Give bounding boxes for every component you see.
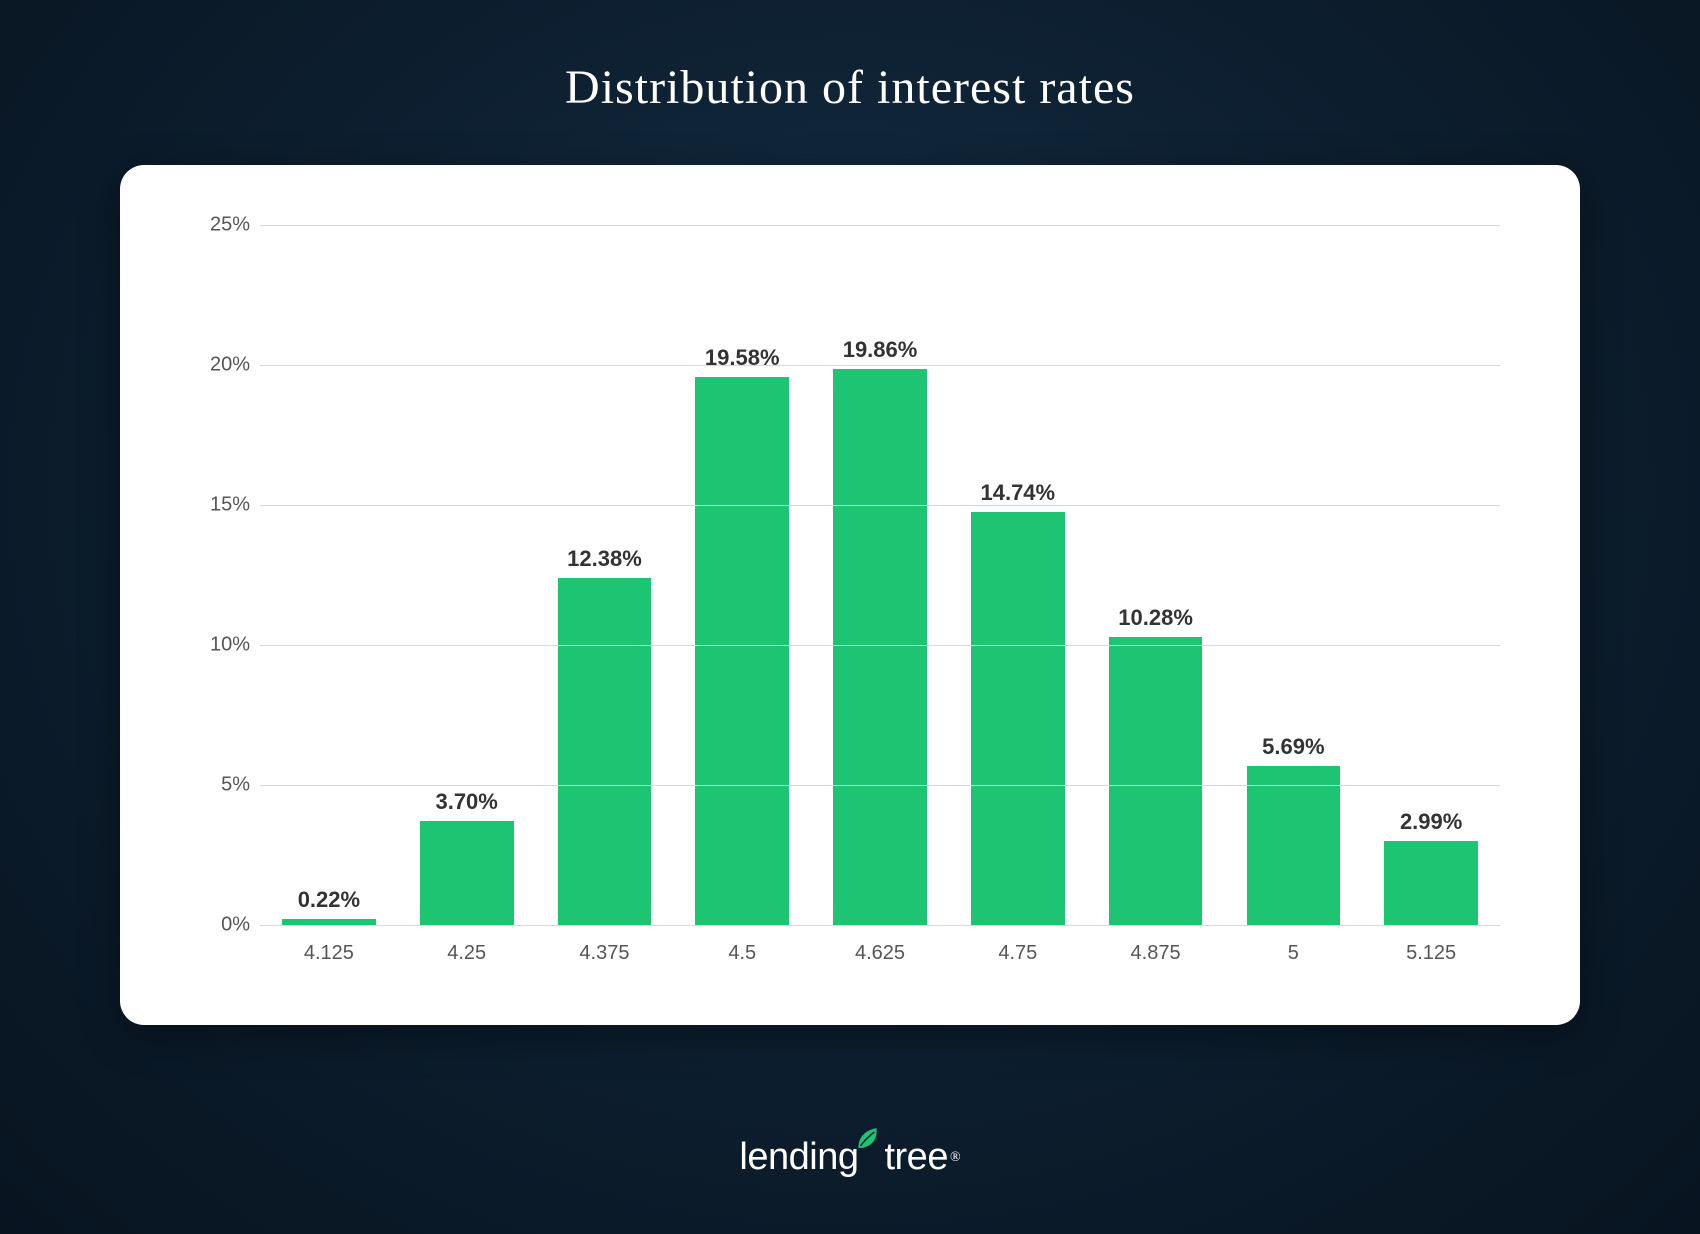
y-tick-label: 10%: [190, 634, 250, 657]
bar-wrap: 12.38%: [536, 225, 674, 925]
gridline: [260, 925, 1500, 926]
x-axis-labels: 4.1254.254.3754.54.6254.754.87555.125: [260, 942, 1500, 965]
bar-wrap: 10.28%: [1087, 225, 1225, 925]
bar: [558, 578, 652, 925]
x-tick-label: 4.125: [260, 942, 398, 965]
bars-container: 0.22% 3.70% 12.38% 19.58% 19.86% 14.74% 10.28%…: [260, 225, 1500, 925]
bar-wrap: 2.99%: [1362, 225, 1500, 925]
y-tick-label: 25%: [190, 214, 250, 237]
x-tick-label: 4.625: [811, 942, 949, 965]
logo-text-before: lending: [739, 1136, 858, 1179]
bar: [833, 369, 927, 925]
bar-value-label: 0.22%: [298, 887, 360, 913]
bar: [1109, 637, 1203, 925]
y-tick-label: 20%: [190, 354, 250, 377]
registered-mark: ®: [950, 1150, 961, 1166]
bar-value-label: 14.74%: [980, 480, 1055, 506]
x-tick-label: 4.5: [673, 942, 811, 965]
bar-value-label: 19.86%: [843, 337, 918, 363]
bar: [971, 512, 1065, 925]
x-tick-label: 4.25: [398, 942, 536, 965]
bar-value-label: 3.70%: [435, 789, 497, 815]
gridline: [260, 225, 1500, 226]
gridline: [260, 645, 1500, 646]
bar-wrap: 14.74%: [949, 225, 1087, 925]
gridline: [260, 505, 1500, 506]
x-tick-label: 5: [1224, 942, 1362, 965]
plot-region: 0.22% 3.70% 12.38% 19.58% 19.86% 14.74% 10.28%…: [260, 225, 1500, 925]
bar-value-label: 19.58%: [705, 345, 780, 371]
logo-text-after: tree: [884, 1136, 947, 1179]
bar: [695, 377, 789, 925]
bar: [420, 821, 514, 925]
bar: [1247, 766, 1341, 925]
bar-wrap: 3.70%: [398, 225, 536, 925]
chart-title: Distribution of interest rates: [0, 0, 1700, 115]
x-tick-label: 4.75: [949, 942, 1087, 965]
lendingtree-logo: lending tree ®: [739, 1136, 960, 1179]
y-tick-label: 0%: [190, 914, 250, 937]
bar-wrap: 19.86%: [811, 225, 949, 925]
y-tick-label: 15%: [190, 494, 250, 517]
gridline: [260, 365, 1500, 366]
bar-wrap: 5.69%: [1224, 225, 1362, 925]
chart-area: 0.22% 3.70% 12.38% 19.58% 19.86% 14.74% 10.28%…: [180, 215, 1520, 985]
bar-value-label: 10.28%: [1118, 605, 1193, 631]
bar-wrap: 0.22%: [260, 225, 398, 925]
bar-wrap: 19.58%: [673, 225, 811, 925]
leaf-icon: [854, 1124, 882, 1152]
x-tick-label: 4.875: [1087, 942, 1225, 965]
x-tick-label: 4.375: [536, 942, 674, 965]
chart-card: 0.22% 3.70% 12.38% 19.58% 19.86% 14.74% 10.28%…: [120, 165, 1580, 1025]
x-tick-label: 5.125: [1362, 942, 1500, 965]
gridline: [260, 785, 1500, 786]
bar-value-label: 5.69%: [1262, 734, 1324, 760]
bar-value-label: 12.38%: [567, 546, 642, 572]
y-tick-label: 5%: [190, 774, 250, 797]
bar-value-label: 2.99%: [1400, 809, 1462, 835]
bar: [1384, 841, 1478, 925]
